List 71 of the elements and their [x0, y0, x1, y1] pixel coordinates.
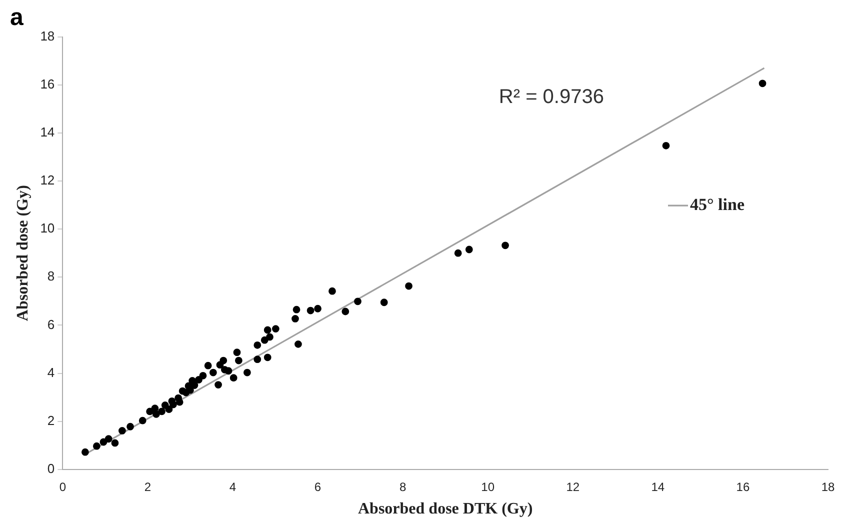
point — [176, 398, 184, 406]
x-tick-label: 8 — [399, 480, 406, 494]
x-axis-title: Absorbed dose DTK (Gy) — [358, 500, 533, 518]
point — [158, 408, 166, 416]
y-tick-label: 2 — [47, 412, 55, 428]
point — [342, 308, 350, 316]
x-tick-label: 6 — [314, 480, 322, 494]
chart-title: a — [10, 4, 24, 32]
point — [118, 427, 126, 434]
y-tick-label: 18 — [40, 28, 55, 44]
point — [190, 382, 198, 389]
x-tick-label: 2 — [144, 480, 152, 494]
legend-label: 45° line — [690, 194, 745, 214]
point — [254, 341, 262, 349]
point — [502, 242, 509, 250]
point — [266, 333, 274, 341]
point — [405, 282, 412, 290]
point — [234, 356, 242, 364]
point — [195, 376, 202, 384]
point — [328, 287, 336, 295]
point — [465, 246, 473, 254]
point — [170, 400, 177, 408]
point — [233, 348, 241, 356]
point — [81, 448, 89, 456]
point — [209, 368, 217, 376]
point — [165, 406, 173, 414]
point — [216, 361, 224, 369]
y-tick-label: 10 — [40, 220, 55, 236]
y-tick-label: 14 — [40, 124, 55, 140]
point — [264, 354, 272, 362]
y-axis-title: Absorbed dose (Gy) — [14, 185, 32, 322]
point — [224, 367, 232, 375]
point — [243, 368, 251, 376]
y-tick-label: 4 — [47, 364, 55, 380]
point — [260, 336, 268, 344]
point — [204, 362, 212, 370]
point — [272, 325, 280, 333]
x-tick-label: 14 — [651, 480, 665, 494]
x-tick-label: 16 — [736, 480, 750, 494]
y-tick-label: 12 — [40, 172, 55, 188]
x-tick-label: 4 — [229, 480, 236, 494]
x-tick-label: 12 — [566, 480, 580, 494]
point — [104, 435, 112, 443]
point — [454, 249, 462, 257]
point — [152, 410, 160, 418]
point — [292, 306, 300, 314]
point — [138, 416, 146, 424]
point — [230, 374, 238, 382]
point — [264, 326, 272, 334]
y-tick-label: 8 — [47, 268, 55, 284]
point — [199, 372, 207, 380]
point — [354, 298, 362, 306]
point — [214, 381, 222, 389]
point — [111, 439, 119, 447]
point — [294, 340, 302, 348]
point — [292, 315, 299, 322]
y-tick-label: 6 — [47, 316, 55, 332]
point — [314, 304, 322, 312]
point — [758, 80, 766, 88]
point — [380, 298, 388, 306]
point — [254, 356, 262, 364]
y-tick-label: 0 — [47, 460, 55, 476]
point — [662, 142, 670, 150]
point — [126, 422, 134, 430]
y-tick-label: 16 — [40, 76, 55, 92]
point — [306, 306, 314, 314]
annotation: R² = 0.9736 — [498, 86, 604, 108]
x-tick-label: 0 — [59, 480, 66, 494]
x-tick-label: 18 — [821, 480, 835, 494]
point — [92, 442, 100, 450]
x-tick-label: 10 — [481, 480, 495, 494]
